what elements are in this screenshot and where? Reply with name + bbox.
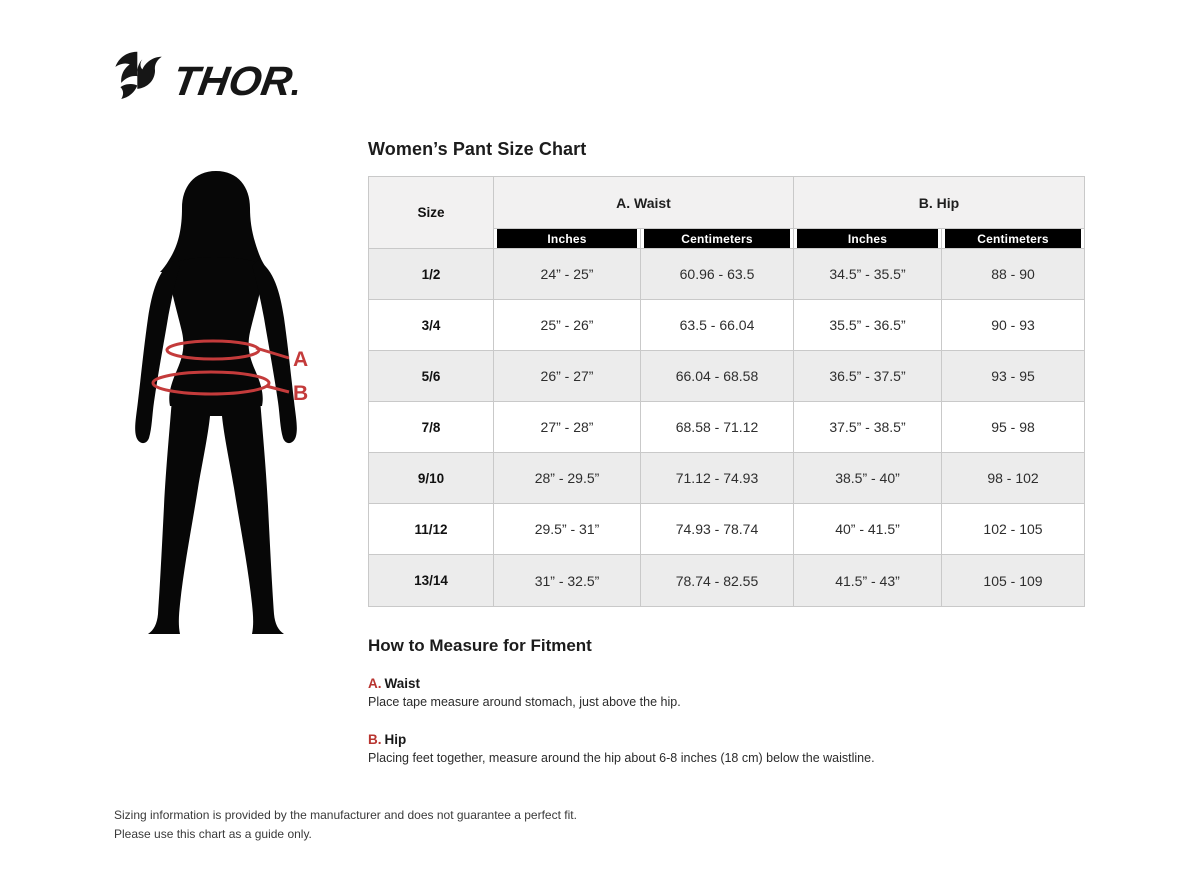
table-cell-hip-inches: 35.5” - 36.5” — [794, 300, 942, 351]
table-cell-waist-centimeters: 74.93 - 78.74 — [641, 504, 794, 555]
table-cell-hip-inches: 40” - 41.5” — [794, 504, 942, 555]
table-cell-hip-centimeters: 90 - 93 — [942, 300, 1084, 351]
measure-guide: How to Measure for Fitment A. Waist Place… — [368, 636, 988, 788]
table-unit-header-cell: Centimeters — [942, 229, 1084, 249]
table-header-waist: A. Waist — [494, 177, 794, 229]
waist-label: A — [293, 348, 308, 371]
table-cell-size: 11/12 — [369, 504, 494, 555]
table-cell-waist-inches: 27” - 28” — [494, 402, 641, 453]
table-cell-waist-inches: 25” - 26” — [494, 300, 641, 351]
table-cell-waist-centimeters: 68.58 - 71.12 — [641, 402, 794, 453]
unit-bar-label: Centimeters — [644, 229, 790, 248]
table-cell-waist-centimeters: 78.74 - 82.55 — [641, 555, 794, 606]
female-silhouette — [135, 171, 297, 634]
unit-bar-label: Inches — [797, 229, 938, 248]
table-cell-size: 7/8 — [369, 402, 494, 453]
hip-callout-line — [265, 384, 290, 394]
table-cell-waist-centimeters: 63.5 - 66.04 — [641, 300, 794, 351]
table-cell-waist-inches: 29.5” - 31” — [494, 504, 641, 555]
measure-desc-waist: Place tape measure around stomach, just … — [368, 695, 681, 709]
unit-bar-label: Inches — [497, 229, 637, 248]
table-unit-header-cell: Centimeters — [641, 229, 794, 249]
table-cell-waist-inches: 26” - 27” — [494, 351, 641, 402]
table-cell-size: 1/2 — [369, 249, 494, 300]
table-cell-size: 9/10 — [369, 453, 494, 504]
table-cell-hip-centimeters: 88 - 90 — [942, 249, 1084, 300]
measure-item-heading: A. Waist — [368, 676, 988, 691]
measure-name-hip: Hip — [384, 732, 407, 747]
thor-logo: THOR — [112, 48, 298, 106]
table-cell-waist-centimeters: 71.12 - 74.93 — [641, 453, 794, 504]
table-cell-size: 5/6 — [369, 351, 494, 402]
table-header-hip: B. Hip — [794, 177, 1084, 229]
table-cell-size: 3/4 — [369, 300, 494, 351]
measure-name-waist: Waist — [384, 676, 421, 691]
brand-name: THOR — [169, 57, 296, 104]
hip-label: B — [293, 382, 308, 405]
disclaimer-line-1: Sizing information is provided by the ma… — [114, 808, 577, 822]
table-cell-hip-inches: 34.5” - 35.5” — [794, 249, 942, 300]
measure-key-b: B. — [368, 732, 382, 747]
table-cell-waist-inches: 24” - 25” — [494, 249, 641, 300]
measure-item-hip: B. Hip Placing feet together, measure aro… — [368, 732, 988, 765]
measure-guide-title: How to Measure for Fitment — [368, 636, 592, 655]
table-cell-hip-inches: 41.5” - 43” — [794, 555, 942, 606]
table-cell-hip-centimeters: 105 - 109 — [942, 555, 1084, 606]
table-cell-hip-inches: 38.5” - 40” — [794, 453, 942, 504]
unit-bar-label: Centimeters — [945, 229, 1081, 248]
disclaimer-line-2: Please use this chart as a guide only. — [114, 826, 312, 841]
table-unit-header-cell: Inches — [494, 229, 641, 249]
disclaimer: Sizing information is provided by the ma… — [114, 806, 577, 843]
female-silhouette-figure: A B — [135, 171, 308, 634]
size-table: Size A. Waist B. Hip Inches Centimeters Inche… — [368, 176, 1085, 607]
table-header-size: Size — [369, 177, 494, 249]
measure-item-heading: B. Hip — [368, 732, 988, 747]
measure-item-waist: A. Waist Place tape measure around stomac… — [368, 676, 988, 709]
table-cell-waist-centimeters: 66.04 - 68.58 — [641, 351, 794, 402]
table-cell-hip-inches: 36.5” - 37.5” — [794, 351, 942, 402]
hip-measure-line — [151, 370, 271, 396]
measure-desc-hip: Placing feet together, measure around th… — [368, 751, 875, 765]
table-cell-hip-inches: 37.5” - 38.5” — [794, 402, 942, 453]
table-cell-hip-centimeters: 102 - 105 — [942, 504, 1084, 555]
thor-goat-logo-icon — [115, 51, 162, 99]
thor-wordmark: THOR — [169, 53, 303, 104]
table-unit-header-cell: Inches — [794, 229, 942, 249]
table-cell-waist-centimeters: 60.96 - 63.5 — [641, 249, 794, 300]
waist-callout-line — [255, 346, 290, 360]
table-cell-waist-inches: 31” - 32.5” — [494, 555, 641, 606]
logo-dot — [291, 89, 298, 95]
table-cell-hip-centimeters: 95 - 98 — [942, 402, 1084, 453]
table-cell-waist-inches: 28” - 29.5” — [494, 453, 641, 504]
size-chart-title: Women’s Pant Size Chart — [368, 139, 587, 159]
table-cell-size: 13/14 — [369, 555, 494, 606]
table-cell-hip-centimeters: 98 - 102 — [942, 453, 1084, 504]
table-cell-hip-centimeters: 93 - 95 — [942, 351, 1084, 402]
measure-key-a: A. — [368, 676, 382, 691]
